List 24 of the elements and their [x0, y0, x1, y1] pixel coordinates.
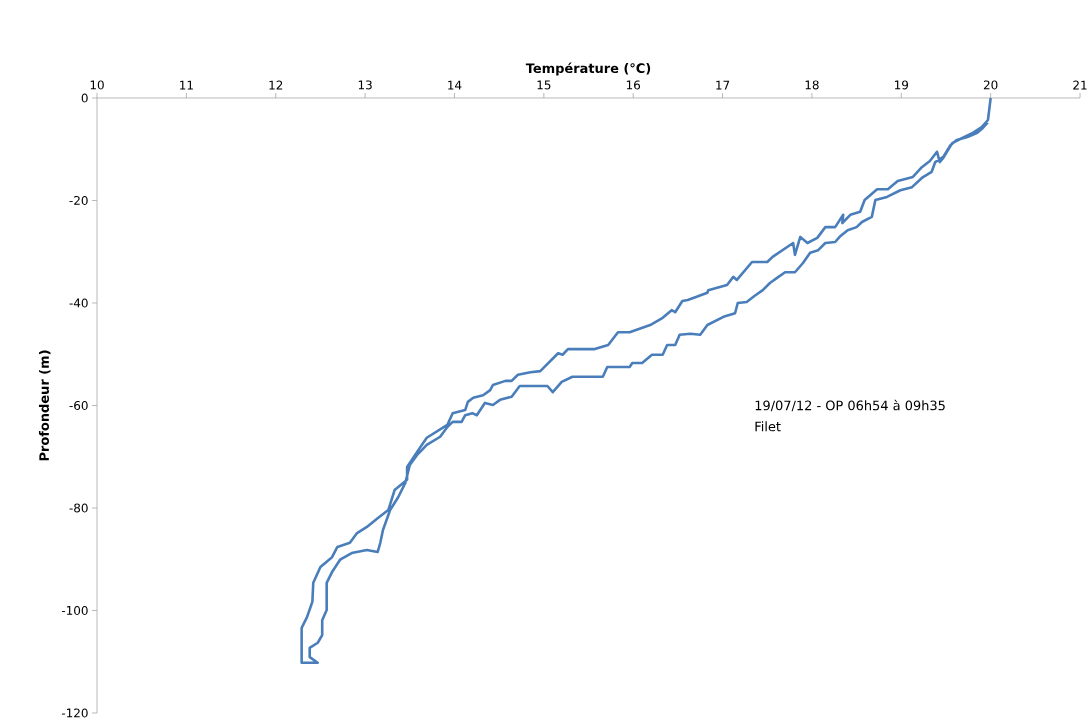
- y-axis-title: Profondeur (m): [38, 350, 51, 461]
- y-tick-label: -20: [69, 195, 88, 206]
- annotation: 19/07/12 - OP 06h54 à 09h35: [755, 399, 945, 412]
- x-tick-label: 14: [448, 80, 462, 90]
- line-series: [300, 96, 992, 665]
- x-tick-label: 21: [1073, 80, 1087, 90]
- x-tick-label: 19: [894, 80, 909, 90]
- x-tick-label: 10: [90, 80, 104, 90]
- x-tick-label: 15: [537, 80, 551, 90]
- x-tick-label: 12: [269, 80, 283, 90]
- y-tick-label: 0: [81, 93, 88, 103]
- y-tick-label: -80: [69, 503, 88, 513]
- y-tick-label: -100: [61, 605, 88, 616]
- y-tick-label: -40: [69, 298, 88, 308]
- x-axis-title: Température (°C): [525, 62, 651, 76]
- x-tick-label: 13: [358, 80, 372, 90]
- x-tick-label: 18: [805, 80, 819, 90]
- y-tick-label: -120: [61, 708, 88, 718]
- x-tick-label: 17: [716, 80, 730, 90]
- x-tick-label: 11: [180, 80, 193, 90]
- y-tick-label: -60: [69, 400, 88, 411]
- annotation: Filet: [755, 421, 781, 432]
- x-tick-label: 20: [983, 80, 998, 90]
- x-tick-label: 16: [626, 80, 641, 90]
